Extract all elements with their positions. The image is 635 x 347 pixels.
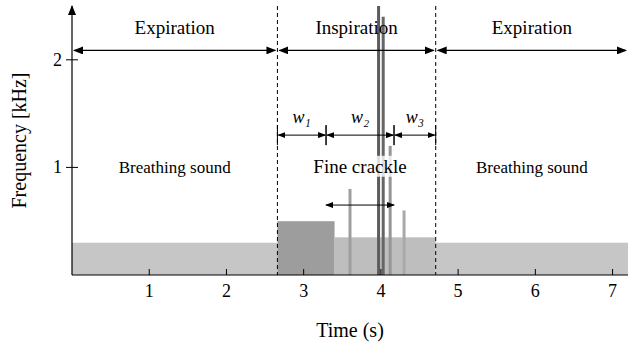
window-label: w₂ — [351, 107, 369, 127]
crackle — [349, 189, 352, 275]
crackle-span-arrow — [326, 205, 394, 206]
crackle — [382, 17, 385, 275]
window-edge — [326, 125, 327, 145]
phase-label: Expiration — [492, 17, 573, 38]
x-tick-label: 5 — [454, 281, 463, 301]
y-tick — [66, 167, 78, 168]
window-label: w₃ — [406, 107, 424, 127]
energy-band — [72, 243, 277, 275]
energy-band — [436, 243, 628, 275]
x-tick — [380, 269, 381, 275]
spectrogram — [72, 6, 628, 275]
phase-label: Expiration — [135, 17, 216, 38]
y-tick-label: 1 — [53, 157, 62, 177]
phase-divider — [277, 6, 278, 275]
region-label: Breathing sound — [119, 158, 231, 177]
x-tick — [149, 269, 150, 275]
x-tick — [226, 269, 227, 275]
crackle — [403, 210, 406, 275]
window-arrow — [395, 135, 435, 136]
x-tick-label: 6 — [531, 281, 540, 301]
x-axis-title: Time (s) — [316, 319, 384, 342]
chart: 1 2 3 4 5 6 7 1 2 Time (s) Frequency [kHz] Expirati… — [0, 0, 635, 347]
phase-divider — [435, 6, 436, 275]
label-patch — [403, 107, 427, 127]
region-label: Breathing sound — [476, 158, 588, 177]
window-edge — [394, 125, 395, 145]
energy-band — [277, 221, 334, 275]
window-arrow — [278, 135, 325, 136]
phase-label: Inspiration — [315, 17, 398, 38]
label-patch — [311, 156, 408, 177]
x-tick-label: 4 — [376, 281, 385, 301]
window-edge — [435, 125, 436, 145]
window-edge — [326, 125, 327, 145]
x-axis — [72, 274, 628, 275]
x-tick — [458, 269, 459, 275]
x-tick-label: 2 — [222, 281, 231, 301]
window-arrow — [327, 135, 393, 136]
x-tick-label: 1 — [145, 281, 154, 301]
crackle-label: Fine crackle — [313, 156, 406, 177]
x-tick — [303, 269, 304, 275]
x-tick-label: 3 — [299, 281, 308, 301]
y-tick-label: 2 — [53, 50, 62, 70]
x-tick — [535, 269, 536, 275]
y-axis-title: Frequency [kHz] — [8, 72, 31, 208]
phase-arrow — [438, 50, 626, 51]
window-edge — [277, 125, 278, 145]
phase-arrow — [279, 50, 433, 51]
x-tick-label: 7 — [608, 281, 617, 301]
x-tick — [612, 269, 613, 275]
y-axis — [71, 6, 72, 275]
crackle — [377, 6, 380, 275]
label-patch — [290, 107, 314, 127]
window-label: w₁ — [293, 107, 311, 127]
y-tick — [66, 59, 78, 60]
phase-arrow — [74, 50, 275, 51]
label-patch — [348, 107, 372, 127]
window-edge — [394, 125, 395, 145]
